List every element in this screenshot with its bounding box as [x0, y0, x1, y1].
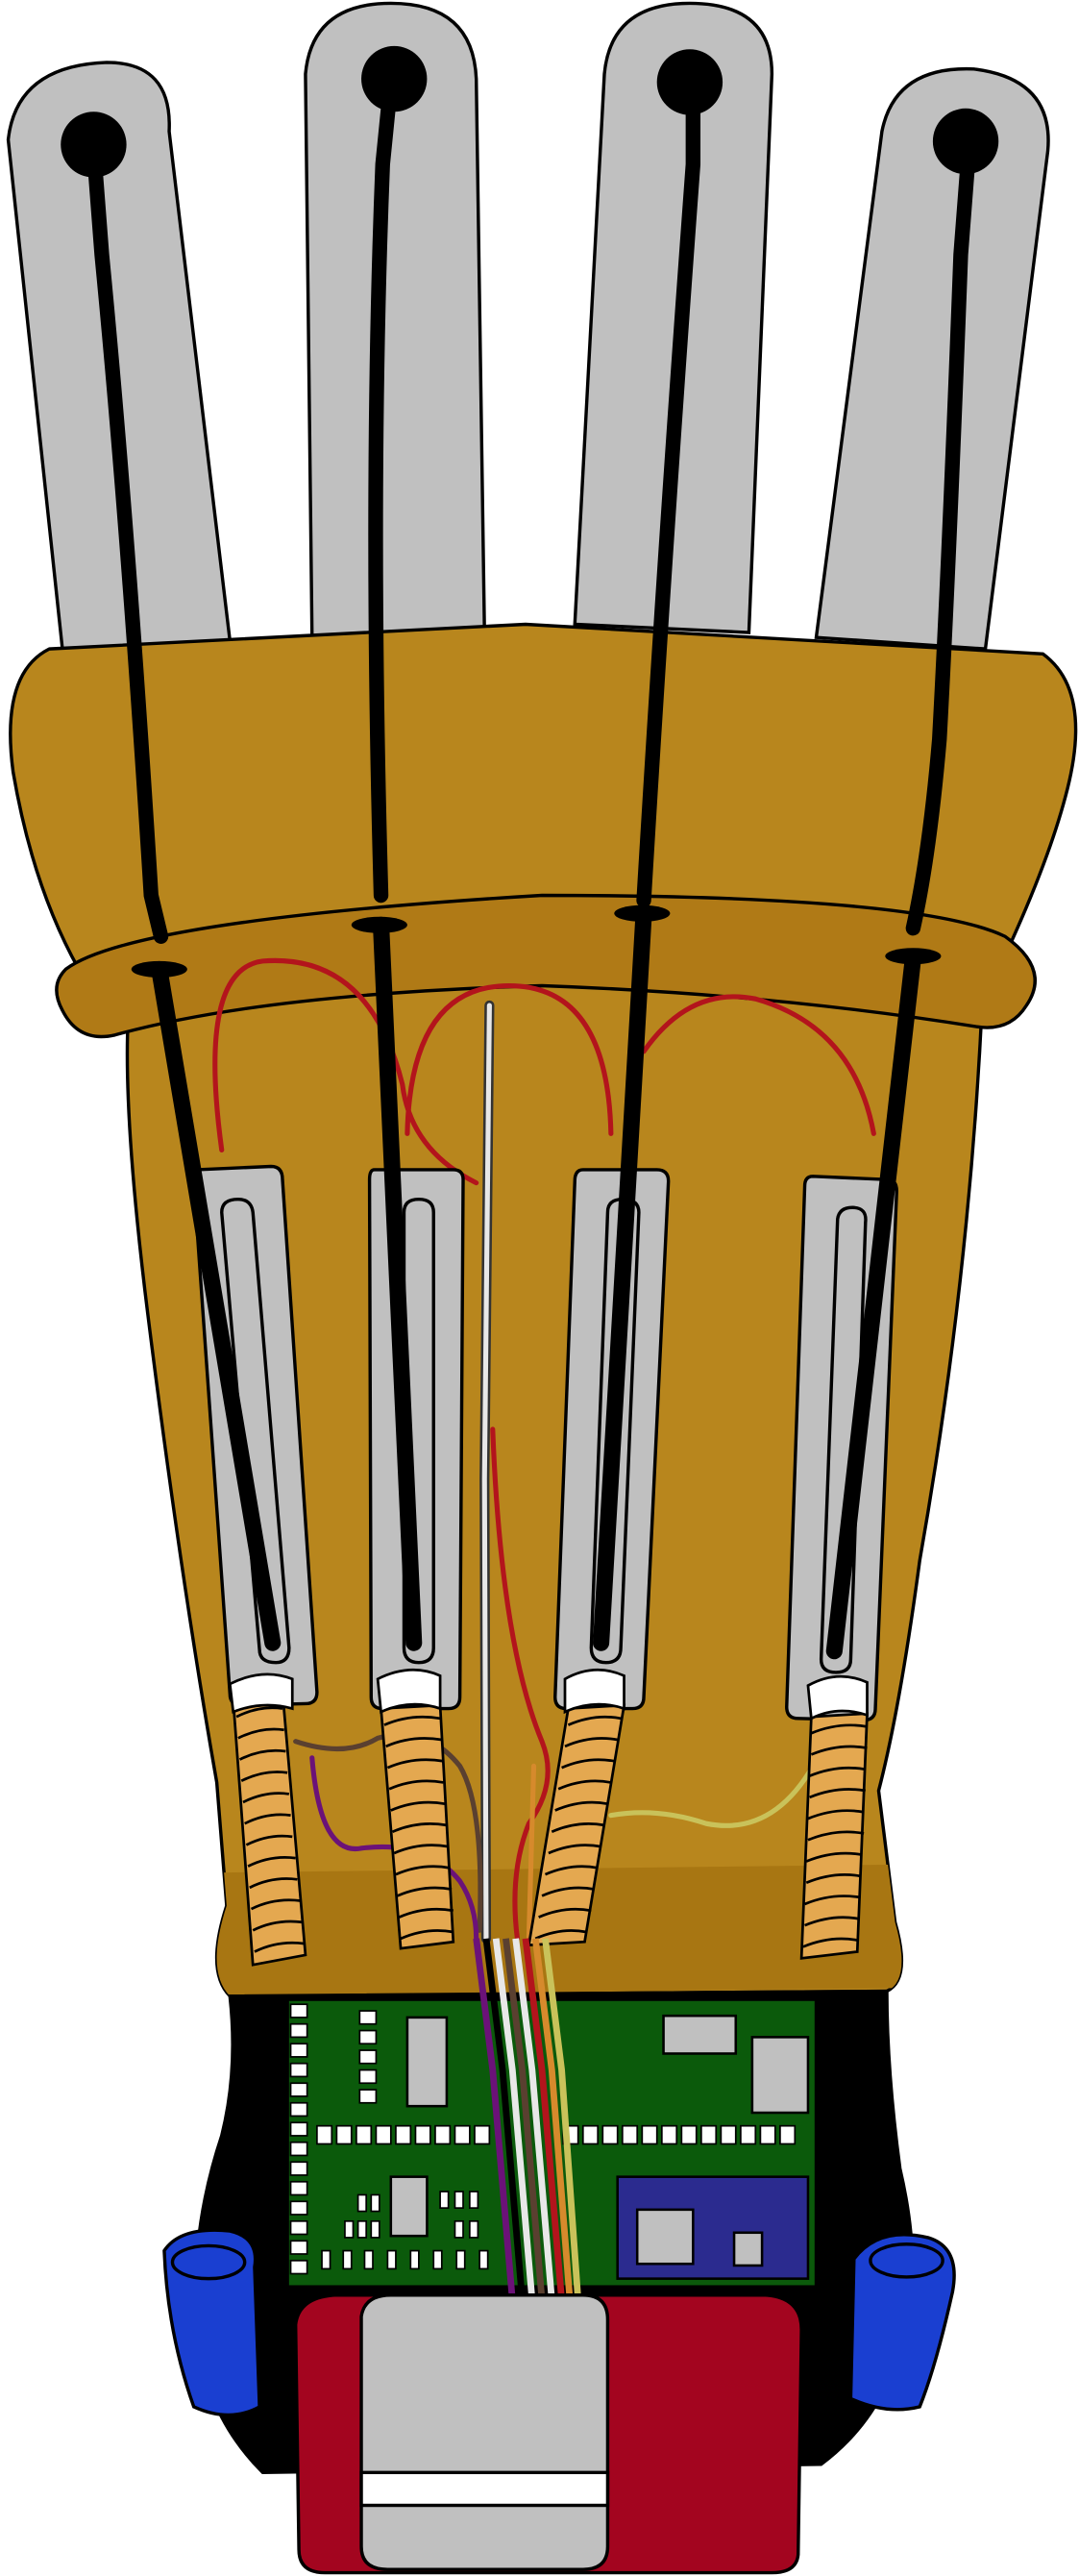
tendon-eyelets — [131, 904, 942, 978]
tendon-3-lower — [593, 904, 652, 1651]
battery-window — [359, 2293, 610, 2571]
circuit-board — [285, 1997, 819, 2289]
finger-4 — [814, 67, 1050, 651]
red-wire — [641, 994, 876, 1136]
wires — [212, 957, 876, 1944]
eyelet-2 — [351, 916, 407, 933]
wrist-strap-buckle-right — [848, 2233, 956, 2412]
red-wire — [405, 982, 614, 1136]
spring-2 — [376, 1668, 455, 1950]
tendon-4 — [905, 140, 977, 936]
eyelet-1 — [131, 960, 187, 978]
tendon-1-lower — [151, 960, 282, 1651]
tendon-2 — [368, 74, 399, 904]
tendons — [86, 74, 977, 1660]
spring-3 — [527, 1668, 626, 1947]
ribbon-cable — [473, 1938, 582, 2301]
yellow-wire — [608, 1763, 816, 1828]
tendon-4-lower — [825, 949, 921, 1660]
battery-pack — [293, 2293, 803, 2575]
red-wire — [212, 957, 479, 1186]
knuckle-strap — [55, 893, 1037, 1039]
slider-sensor-1 — [191, 1164, 319, 1707]
tendon-1 — [86, 140, 169, 944]
tendon-2-lower — [373, 916, 423, 1651]
eyelet-3 — [614, 904, 671, 922]
red-wire — [490, 1426, 551, 1942]
tendon-3 — [636, 74, 701, 908]
spring-4 — [799, 1674, 869, 1960]
eyelet-4 — [885, 948, 942, 965]
finger-1 — [6, 61, 233, 651]
spring-1 — [228, 1672, 307, 1967]
